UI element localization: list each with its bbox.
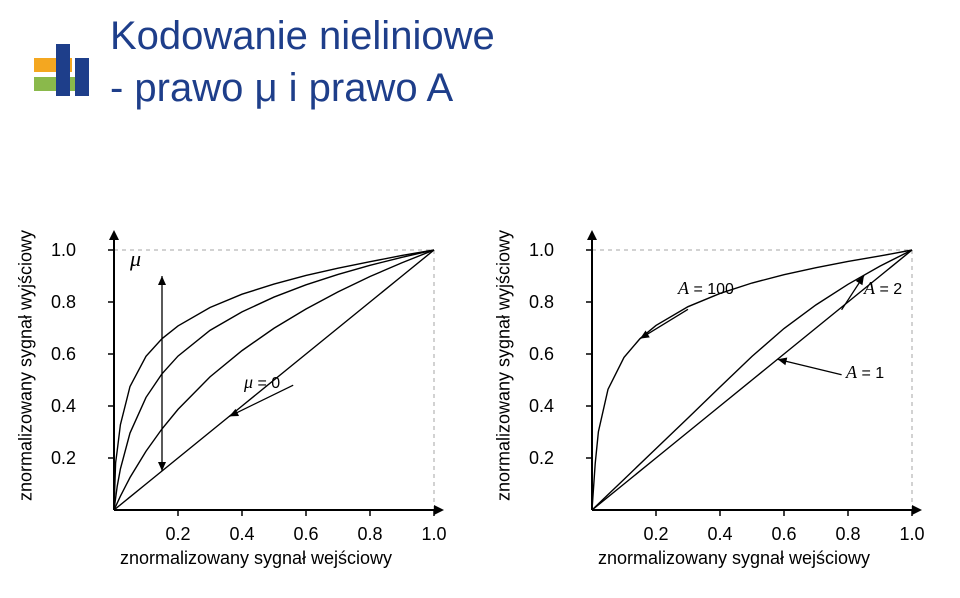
x-tick: 0.6	[286, 524, 326, 545]
accent-navy-1	[56, 44, 70, 96]
a100-label: A = 100	[678, 278, 734, 299]
a1-label: A = 1	[846, 362, 884, 383]
y-tick: 1.0	[520, 240, 554, 261]
mu-label: μ	[130, 246, 141, 272]
title-line-1: Kodowanie nieliniowe	[110, 14, 495, 58]
a2-label: A = 2	[864, 278, 902, 299]
y-tick: 0.8	[520, 292, 554, 313]
y-tick: 0.8	[42, 292, 76, 313]
y-axis-label: znormalizowany sygnał wyjściowy	[16, 206, 37, 526]
y-tick: 1.0	[42, 240, 76, 261]
a-law-chart: znormalizowany sygnał wyjściowy znormali…	[494, 230, 944, 590]
y-tick: 0.2	[520, 448, 554, 469]
x-tick: 1.0	[414, 524, 454, 545]
x-tick: 0.2	[636, 524, 676, 545]
x-axis-label: znormalizowany sygnał wejściowy	[96, 548, 416, 569]
x-tick: 1.0	[892, 524, 932, 545]
slide: Kodowanie nieliniowe - prawo μ i prawo A…	[0, 0, 960, 598]
x-axis-label: znormalizowany sygnał wejściowy	[574, 548, 894, 569]
accent-navy-2	[75, 58, 89, 96]
x-tick: 0.4	[700, 524, 740, 545]
y-tick: 0.6	[42, 344, 76, 365]
x-tick: 0.2	[158, 524, 198, 545]
y-axis-label: znormalizowany sygnał wyjściowy	[494, 206, 515, 526]
a-law-plot	[562, 230, 922, 540]
title-line-2: - prawo μ i prawo A	[110, 66, 453, 110]
x-tick: 0.4	[222, 524, 262, 545]
y-tick: 0.6	[520, 344, 554, 365]
y-tick: 0.4	[42, 396, 76, 417]
slide-title: Kodowanie nieliniowe - prawo μ i prawo A	[110, 10, 495, 114]
y-tick: 0.4	[520, 396, 554, 417]
x-tick: 0.8	[828, 524, 868, 545]
mu0-label: μ = 0	[244, 372, 280, 393]
y-tick: 0.2	[42, 448, 76, 469]
slide-accent	[34, 44, 86, 96]
x-tick: 0.6	[764, 524, 804, 545]
x-tick: 0.8	[350, 524, 390, 545]
mu-law-chart: znormalizowany sygnał wyjściowy znormali…	[16, 230, 466, 590]
